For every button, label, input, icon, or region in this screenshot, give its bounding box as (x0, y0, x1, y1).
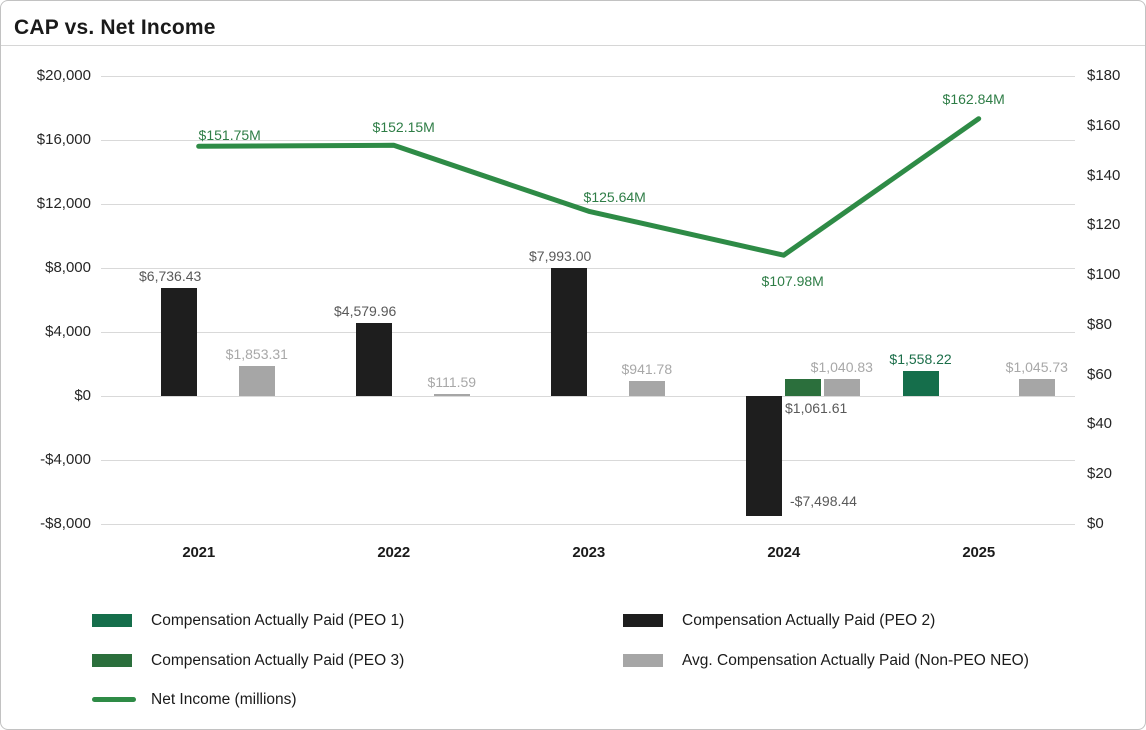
left-axis-tick: $4,000 (45, 323, 91, 340)
bar-data-label: $1,853.31 (225, 346, 288, 363)
right-axis-tick: $40 (1087, 415, 1113, 433)
gridline (101, 267, 1075, 269)
bar-peo2-2023 (551, 268, 588, 396)
x-axis-label: 2022 (377, 544, 410, 561)
left-axis-tick: $16,000 (36, 131, 91, 148)
bar-non-peo-neo-2021 (238, 366, 275, 396)
right-axis-tick: $100 (1087, 266, 1121, 284)
right-axis-tick: $180 (1087, 67, 1121, 84)
x-axis-label: 2024 (767, 544, 800, 561)
legend-swatch (623, 614, 663, 627)
right-axis-tick: $140 (1087, 166, 1121, 184)
bar-data-label: $4,579.96 (334, 302, 397, 319)
title-divider (1, 45, 1145, 46)
bar-peo3-2024 (785, 379, 822, 396)
net-income-label: $162.84M (942, 90, 1005, 107)
bar-data-label: $1,061.61 (785, 400, 848, 416)
gridline (101, 331, 1075, 333)
bar-non-peo-neo-2024 (823, 379, 860, 396)
bar-non-peo-neo-2025 (1018, 379, 1055, 396)
bar-data-label: -$7,498.44 (790, 493, 857, 509)
bar-data-label: $1,045.73 (1005, 359, 1068, 376)
legend-line-swatch (92, 697, 136, 702)
left-axis-tick: $20,000 (36, 67, 91, 84)
bar-peo1-2025 (902, 371, 939, 396)
x-axis-label: 2023 (572, 544, 605, 561)
bar-data-label: $7,993.00 (529, 248, 592, 265)
bar-data-label: $1,040.83 (810, 359, 873, 376)
bar-data-label: $6,736.43 (139, 268, 202, 285)
x-axis-label: 2021 (182, 544, 215, 561)
legend-label: Avg. Compensation Actually Paid (Non-PEO… (682, 651, 1029, 669)
bar-peo2-2021 (161, 288, 198, 396)
bar-non-peo-neo-2023 (628, 380, 665, 396)
bar-data-label: $1,558.22 (889, 351, 952, 368)
left-axis-tick: $8,000 (45, 259, 91, 276)
x-axis-label: 2025 (962, 544, 995, 561)
gridline (101, 395, 1075, 397)
bar-data-label: $111.59 (427, 374, 477, 391)
right-axis-tick: $120 (1087, 216, 1121, 234)
right-axis-tick: $60 (1087, 365, 1113, 383)
right-axis-tick: $20 (1087, 465, 1113, 483)
legend-label: Compensation Actually Paid (PEO 2) (682, 611, 936, 629)
legend-label: Compensation Actually Paid (PEO 1) (151, 611, 405, 629)
net-income-label: $151.75M (198, 127, 261, 144)
chart-title: CAP vs. Net Income (14, 16, 216, 39)
net-income-label: $107.98M (761, 273, 824, 290)
gridline (101, 75, 1075, 77)
right-axis-tick: $80 (1087, 315, 1113, 333)
left-axis-tick: -$8,000 (40, 515, 91, 532)
right-axis-tick: $0 (1087, 515, 1104, 532)
bar-peo2-2022 (356, 322, 393, 396)
left-axis-tick: $12,000 (36, 195, 91, 212)
right-axis-tick: $160 (1087, 116, 1121, 134)
legend-label: Compensation Actually Paid (PEO 3) (151, 651, 405, 669)
net-income-label: $152.15M (372, 119, 435, 136)
left-axis-tick: $0 (74, 387, 91, 404)
legend-label: Net Income (millions) (151, 690, 297, 708)
gridline (101, 523, 1075, 525)
bar-non-peo-neo-2022 (433, 394, 470, 396)
legend-swatch (623, 654, 663, 667)
bar-peo2-2024 (746, 396, 783, 516)
net-income-label: $125.64M (583, 189, 646, 206)
legend-swatch (92, 614, 132, 627)
left-axis-tick: -$4,000 (40, 451, 91, 468)
bar-data-label: $941.78 (621, 360, 673, 377)
legend-swatch (92, 654, 132, 667)
gridline (101, 459, 1075, 461)
